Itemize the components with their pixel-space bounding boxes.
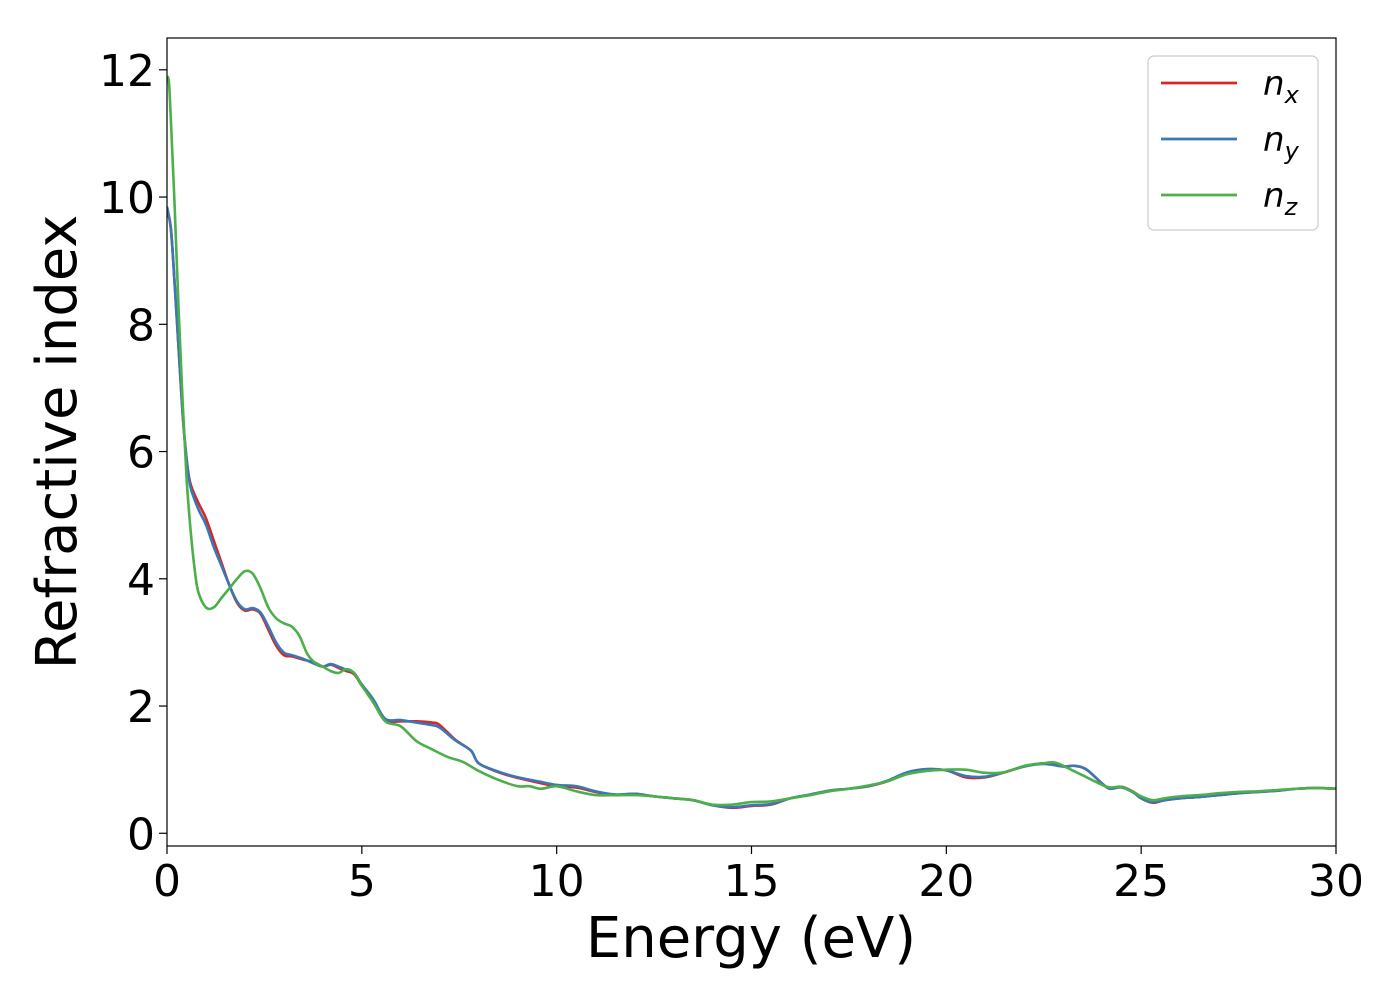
y-tick-label: 0 bbox=[127, 809, 155, 860]
y-tick-label: 6 bbox=[127, 428, 155, 479]
legend-label-nz: nz bbox=[1263, 176, 1299, 221]
x-tick-label: 0 bbox=[153, 856, 181, 907]
series-layer bbox=[167, 75, 1336, 810]
y-tick-label: 2 bbox=[127, 682, 155, 733]
y-tick-label: 4 bbox=[127, 555, 155, 606]
x-tick-label: 20 bbox=[918, 856, 974, 907]
legend-label-nx: nx bbox=[1263, 64, 1300, 109]
legend-label-ny: ny bbox=[1263, 120, 1300, 165]
x-axis-label: Energy (eV) bbox=[586, 906, 916, 971]
x-tick-label: 15 bbox=[724, 856, 780, 907]
y-tick-label: 10 bbox=[99, 173, 155, 224]
series-line-ny bbox=[167, 206, 1336, 809]
y-tick-label: 8 bbox=[127, 300, 155, 351]
x-tick-label: 5 bbox=[348, 856, 376, 907]
y-tick-label: 12 bbox=[99, 46, 155, 97]
legend: nx ny nz bbox=[1147, 55, 1319, 231]
x-tick-label: 10 bbox=[529, 856, 585, 907]
legend-box bbox=[1147, 55, 1319, 231]
y-axis: 0 2 4 6 8 10 12 bbox=[99, 46, 167, 860]
series-line-nx bbox=[167, 209, 1336, 810]
x-axis: 0 5 10 15 20 25 30 bbox=[153, 846, 1364, 907]
x-tick-label: 30 bbox=[1308, 856, 1364, 907]
series-line-nz bbox=[167, 75, 1336, 807]
x-tick-label: 25 bbox=[1113, 856, 1169, 907]
y-axis-label: Refractive index bbox=[25, 215, 90, 670]
